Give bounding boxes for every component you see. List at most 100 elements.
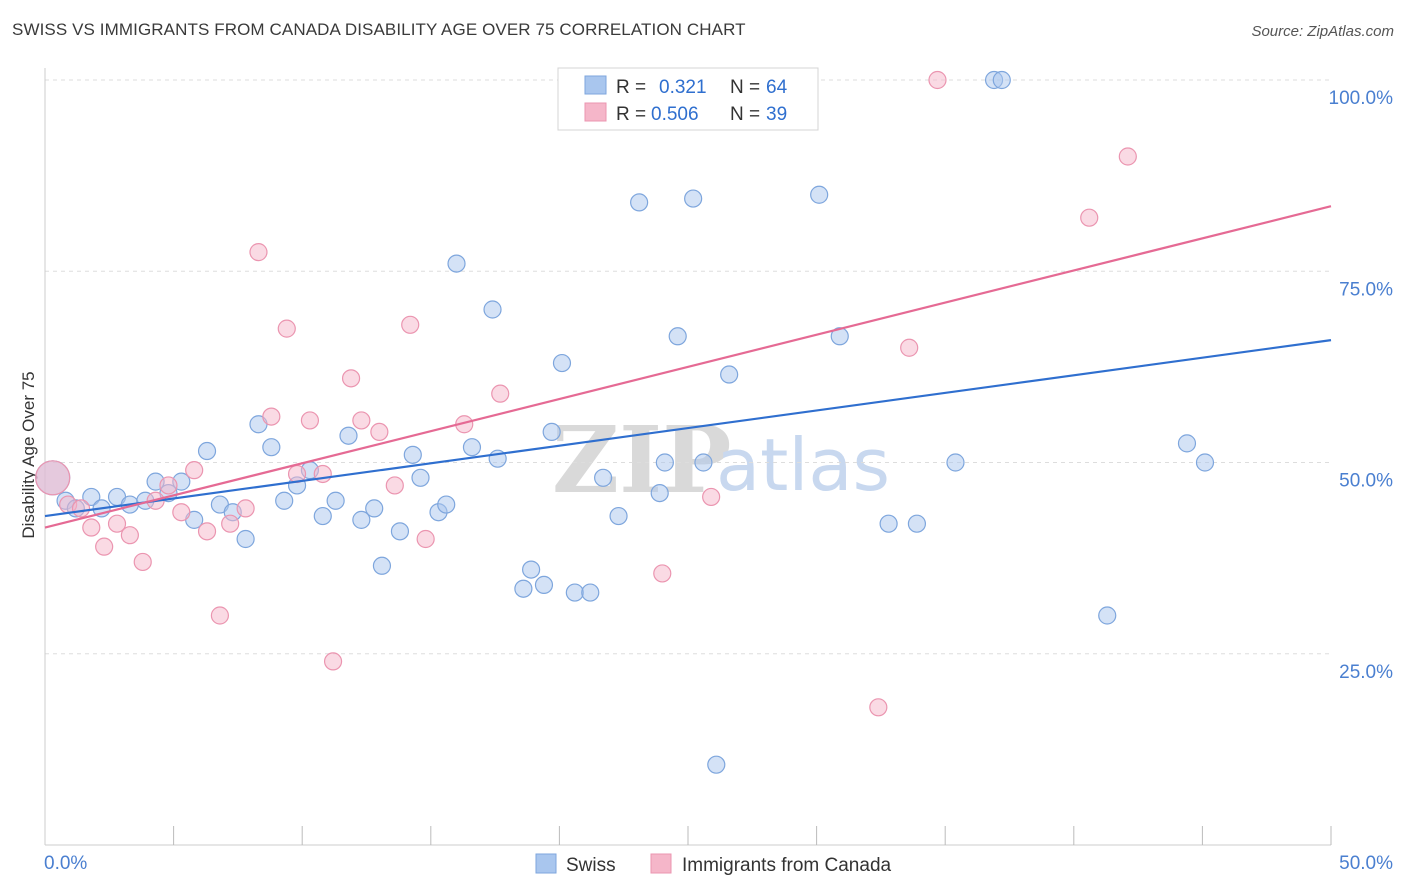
canada-point (702, 487, 721, 507)
swiss-point (720, 365, 739, 384)
canada-point (159, 476, 178, 495)
swiss-point (390, 522, 410, 541)
legend-stats: R = 0.321 N = 64 R = 0.506 N = 39 (557, 67, 819, 131)
watermark: ZIP atlas (552, 406, 890, 514)
trendline-canada (44, 205, 1332, 529)
swiss-point (82, 487, 101, 507)
canada-point (221, 514, 240, 533)
swiss-point (403, 445, 422, 464)
canada-point (262, 407, 281, 426)
canada-point (928, 70, 947, 90)
swiss-point (514, 579, 533, 598)
swiss-point (707, 755, 726, 774)
canada-point (341, 369, 361, 388)
canada-point (133, 552, 152, 572)
swiss-point (447, 254, 466, 273)
canada-point (370, 422, 389, 441)
swiss-point (630, 193, 649, 212)
legend-n-value-canada: 39 (766, 104, 787, 125)
swiss-point (581, 583, 600, 602)
y-tick-label: 75.0% (1339, 279, 1393, 300)
swiss-point (197, 441, 217, 461)
legend-n-value-swiss: 64 (766, 77, 788, 98)
watermark-atlas: atlas (716, 423, 890, 507)
y-tick-label: 25.0% (1339, 662, 1393, 683)
swiss-point (609, 506, 628, 526)
swiss-point (946, 453, 965, 472)
source-credit: Source: ZipAtlas.com (1251, 23, 1394, 40)
trendlines (44, 205, 1332, 529)
swiss-point (262, 438, 281, 457)
canada-point (82, 518, 101, 537)
swiss-point (365, 499, 384, 518)
swiss-point (372, 556, 392, 575)
canada-point (1118, 147, 1137, 166)
canada-point (323, 652, 343, 671)
canada-point (416, 529, 435, 549)
bottom-legend-label-swiss: Swiss (566, 855, 616, 876)
swiss-point (879, 514, 898, 533)
bottom-legend-swatch-canada (650, 853, 672, 874)
swiss-point (534, 575, 554, 595)
trendline-swiss (44, 339, 1332, 518)
swiss-point (437, 495, 456, 514)
canada-point (210, 606, 229, 625)
swiss-point (552, 353, 572, 373)
canada-point (900, 338, 919, 357)
canada-point (172, 503, 191, 522)
swiss-point (313, 506, 332, 526)
canada-point (249, 243, 268, 262)
swiss-point (684, 189, 703, 208)
y-tick-label: 100.0% (1329, 88, 1394, 109)
bottom-legend-label-canada: Immigrants from Canada (682, 855, 892, 876)
canada-point (71, 499, 91, 518)
canada-point (1080, 208, 1099, 227)
canada-point (120, 526, 139, 545)
swiss-point (694, 453, 713, 472)
legend-swatch-swiss (584, 75, 607, 95)
canada-point (197, 522, 217, 541)
canada-point (385, 476, 404, 495)
swiss-point (594, 468, 613, 487)
swiss-point (650, 484, 669, 503)
legend-swatch-canada (584, 102, 607, 122)
swiss-point (830, 327, 849, 346)
swiss-point (339, 426, 358, 445)
x-axis-ticks (173, 826, 1332, 845)
bottom-legend-swatch-swiss (535, 853, 557, 874)
canada-point (35, 460, 71, 496)
canada-point (869, 698, 888, 717)
swiss-point (1195, 453, 1215, 472)
legend-r-value-swiss: 0.321 (659, 77, 707, 98)
swiss-point (522, 560, 541, 579)
swiss-point (907, 514, 927, 533)
swiss-point (462, 438, 482, 457)
swiss-point (275, 491, 294, 510)
legend-series: Swiss Immigrants from Canada (535, 853, 892, 876)
swiss-point (542, 422, 561, 441)
swiss-point (236, 529, 255, 549)
swiss-point (565, 583, 584, 602)
x-tick-label-min: 0.0% (44, 853, 87, 874)
swiss-point (326, 491, 345, 510)
canada-point (185, 461, 204, 480)
canada-point (95, 537, 114, 556)
x-tick-label-max: 50.0% (1339, 853, 1393, 874)
canada-point (107, 514, 127, 533)
swiss-point (1098, 606, 1117, 625)
canada-point (300, 411, 320, 430)
swiss-point (352, 510, 371, 529)
chart-title: SWISS VS IMMIGRANTS FROM CANADA DISABILI… (12, 20, 746, 39)
swiss-point (411, 468, 430, 487)
swiss-point (992, 70, 1011, 90)
legend-r-label-canada: R = (616, 104, 646, 125)
legend-r-label-swiss: R = (616, 77, 646, 98)
y-tick-label: 50.0% (1339, 471, 1393, 492)
canada-point (352, 411, 371, 430)
legend-n-label-canada: N = (730, 104, 760, 125)
canada-point (401, 315, 420, 334)
swiss-point (668, 327, 687, 346)
swiss-point (810, 185, 829, 204)
series-canada-points (35, 70, 1137, 717)
